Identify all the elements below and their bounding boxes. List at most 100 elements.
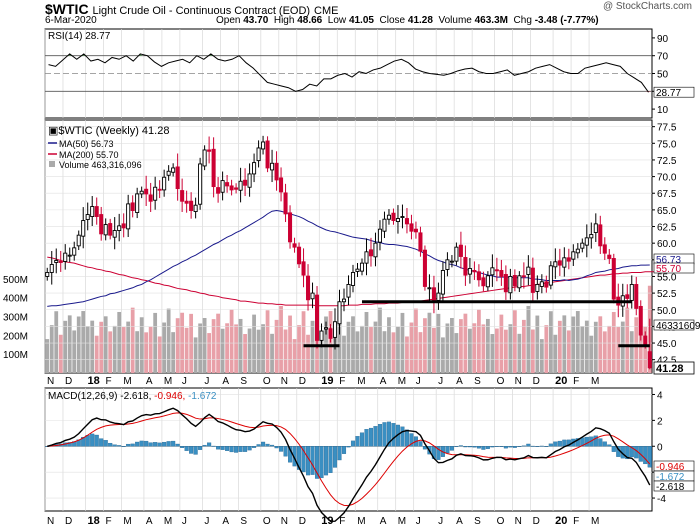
volume-bar <box>184 327 189 373</box>
x-tick-label-price: F <box>573 376 579 387</box>
volume-bar <box>207 333 212 373</box>
volume-bar <box>472 323 477 373</box>
volume-bar <box>611 311 616 373</box>
x-tick-label-macd: A <box>146 516 153 527</box>
macd-histogram-bar <box>301 446 306 473</box>
candle-body <box>346 284 351 298</box>
volume-bar <box>144 332 149 373</box>
symbol: $WTIC <box>45 1 89 17</box>
macd-histogram-bar <box>346 446 351 448</box>
candle-body <box>234 187 239 190</box>
volume-bar <box>539 339 544 373</box>
rsi-last-label-box <box>653 86 695 98</box>
x-tick-label-macd: A <box>380 516 387 527</box>
macd-histogram-bar <box>292 446 297 467</box>
volume-bar <box>139 317 144 373</box>
macd-histogram-bar <box>382 422 387 447</box>
x-tick-label-macd: A <box>456 516 463 527</box>
x-tick-label-price: J <box>182 376 187 387</box>
price-last-box <box>653 361 695 375</box>
open-value: 43.70 <box>243 15 269 26</box>
ohlc-summary: Open 43.70 High 48.66 Low 41.05 Close 41… <box>216 15 599 26</box>
macd-histogram-bar <box>544 446 549 447</box>
volume-bar <box>517 333 522 373</box>
macd-histogram-bar <box>216 446 221 450</box>
macd-histogram-bar <box>153 442 158 447</box>
x-tick-label-macd: D <box>65 516 72 527</box>
volume-bar <box>553 334 558 373</box>
candle-body <box>175 166 180 190</box>
stockcharts-credit: @ StockCharts.com <box>602 1 692 12</box>
macd-histogram-bar <box>436 446 441 460</box>
macd-histogram-bar <box>90 433 95 447</box>
macd-histogram-bar <box>535 446 540 447</box>
candle-body <box>256 147 261 162</box>
ma200-last-label-box <box>653 262 695 274</box>
volume-bar <box>607 325 612 373</box>
volume-bar <box>157 336 162 373</box>
macd-histogram-bar <box>472 446 477 448</box>
volume-bar <box>405 336 409 373</box>
candle-body <box>512 275 517 287</box>
candle-body <box>584 237 589 246</box>
macd-histogram-bar <box>171 440 176 447</box>
macd-histogram-bar <box>157 442 162 447</box>
volume-bar <box>441 337 445 373</box>
candle-body <box>274 162 279 181</box>
macd-histogram-bar <box>94 434 99 447</box>
candle-body <box>225 182 230 187</box>
x-tick-label-macd: M <box>357 516 365 527</box>
ma200-legend-label: MA(200) 55.70 <box>59 150 119 160</box>
volume-bar <box>571 316 576 373</box>
volume-bar <box>369 327 373 373</box>
candle-body <box>243 179 248 186</box>
candle-body <box>85 214 90 220</box>
volume-bar <box>117 311 122 373</box>
candle-body <box>418 232 423 252</box>
volume-bar <box>360 325 364 373</box>
candle-body <box>373 242 378 258</box>
macd-histogram-bar <box>162 441 167 447</box>
macd-histogram-bar <box>391 423 396 447</box>
x-tick-label-macd: N <box>281 516 288 527</box>
candle-body <box>166 170 171 176</box>
macd-histogram-bar <box>449 446 454 451</box>
candle-body <box>189 200 194 211</box>
volume-bar <box>526 305 531 373</box>
macd-histogram-bar <box>247 446 252 451</box>
x-tick-label-price: N <box>515 376 522 387</box>
candle-body <box>297 246 302 265</box>
macd-histogram-bar <box>467 446 472 448</box>
macd-histogram-bar <box>377 424 383 447</box>
macd-histogram-bar <box>166 441 171 447</box>
x-tick-label-macd: D <box>533 516 540 527</box>
macd-histogram-bar <box>243 446 248 452</box>
x-tick-label-price: A <box>146 376 153 387</box>
volume-bar <box>485 318 490 373</box>
volume-tick-label: 100M <box>3 350 28 361</box>
macd-histogram-bar <box>117 445 122 447</box>
high-value: 48.66 <box>297 15 323 26</box>
candle-body <box>198 163 203 205</box>
price-tick-label: 60.0 <box>657 239 677 250</box>
x-tick-label-price: 18 <box>87 375 99 387</box>
macd-histogram-bar <box>99 438 104 447</box>
macd-histogram-bar <box>508 446 513 448</box>
low-value: 41.05 <box>348 15 374 26</box>
macd-histogram-bar <box>350 440 356 447</box>
price-tick-label: 75.0 <box>657 139 677 150</box>
price-tick-label: 67.5 <box>657 189 677 200</box>
candle-body <box>629 284 634 301</box>
candle-body <box>413 228 418 233</box>
volume-bar <box>247 328 252 373</box>
macd-histogram-bar <box>252 446 257 448</box>
candle-body <box>391 212 396 221</box>
candle-body <box>63 252 68 262</box>
macd-histogram-bar <box>220 446 225 450</box>
volume-bar <box>135 331 140 373</box>
macd-histogram-bar <box>310 446 315 475</box>
candle-body <box>463 257 468 276</box>
volume-bar <box>189 313 194 373</box>
price-tick-label: 45.0 <box>657 339 677 350</box>
macd-histogram-bar <box>283 446 288 457</box>
